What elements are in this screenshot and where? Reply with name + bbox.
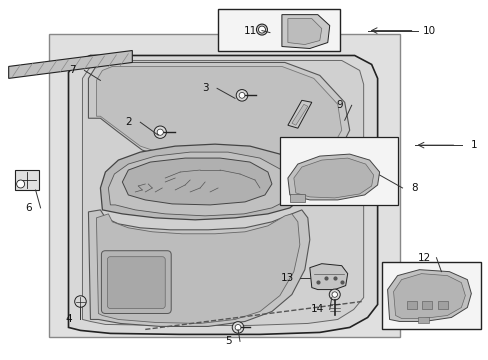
Polygon shape: [287, 154, 379, 200]
Bar: [15, 170, 39, 190]
Text: 3: 3: [202, 84, 208, 93]
Text: 13: 13: [281, 273, 294, 283]
Polygon shape: [417, 318, 428, 323]
Polygon shape: [289, 194, 304, 202]
Polygon shape: [96, 67, 341, 165]
Bar: [279, 137, 397, 205]
Circle shape: [328, 289, 340, 300]
Bar: [438, 301, 447, 309]
FancyBboxPatch shape: [107, 257, 165, 309]
Polygon shape: [96, 214, 299, 323]
Text: 11: 11: [243, 26, 256, 36]
Polygon shape: [88, 62, 349, 170]
Text: 6: 6: [25, 203, 32, 213]
Circle shape: [331, 292, 337, 297]
Text: 10: 10: [422, 26, 435, 36]
Polygon shape: [287, 100, 311, 128]
Polygon shape: [100, 144, 304, 220]
Polygon shape: [387, 270, 470, 321]
Text: 7: 7: [69, 66, 76, 76]
Polygon shape: [82, 60, 363, 325]
Text: 4: 4: [65, 314, 72, 324]
Polygon shape: [88, 210, 309, 327]
FancyBboxPatch shape: [101, 251, 171, 314]
Text: 8: 8: [410, 183, 417, 193]
Circle shape: [236, 90, 247, 101]
Text: 9: 9: [336, 100, 343, 110]
Polygon shape: [291, 104, 307, 125]
Bar: [422, 301, 431, 309]
Polygon shape: [287, 19, 321, 45]
Circle shape: [258, 26, 265, 33]
Polygon shape: [393, 274, 465, 319]
Circle shape: [157, 129, 163, 135]
Polygon shape: [293, 158, 373, 198]
Circle shape: [232, 321, 244, 333]
Polygon shape: [68, 55, 377, 334]
Polygon shape: [9, 50, 132, 78]
Polygon shape: [309, 264, 347, 289]
Bar: [218, 9, 339, 50]
Circle shape: [235, 325, 241, 330]
Circle shape: [239, 93, 244, 98]
Text: 14: 14: [310, 305, 324, 315]
Circle shape: [154, 126, 166, 138]
Circle shape: [17, 180, 24, 188]
Bar: [406, 301, 416, 309]
Circle shape: [256, 24, 267, 35]
Polygon shape: [122, 158, 271, 205]
Text: 12: 12: [417, 253, 430, 263]
Text: 2: 2: [125, 117, 131, 127]
Circle shape: [75, 296, 86, 307]
Text: 1: 1: [470, 140, 477, 150]
Text: 5: 5: [224, 336, 231, 346]
Polygon shape: [281, 15, 329, 49]
Bar: [381, 262, 480, 329]
FancyBboxPatch shape: [48, 33, 399, 337]
Polygon shape: [108, 152, 291, 216]
